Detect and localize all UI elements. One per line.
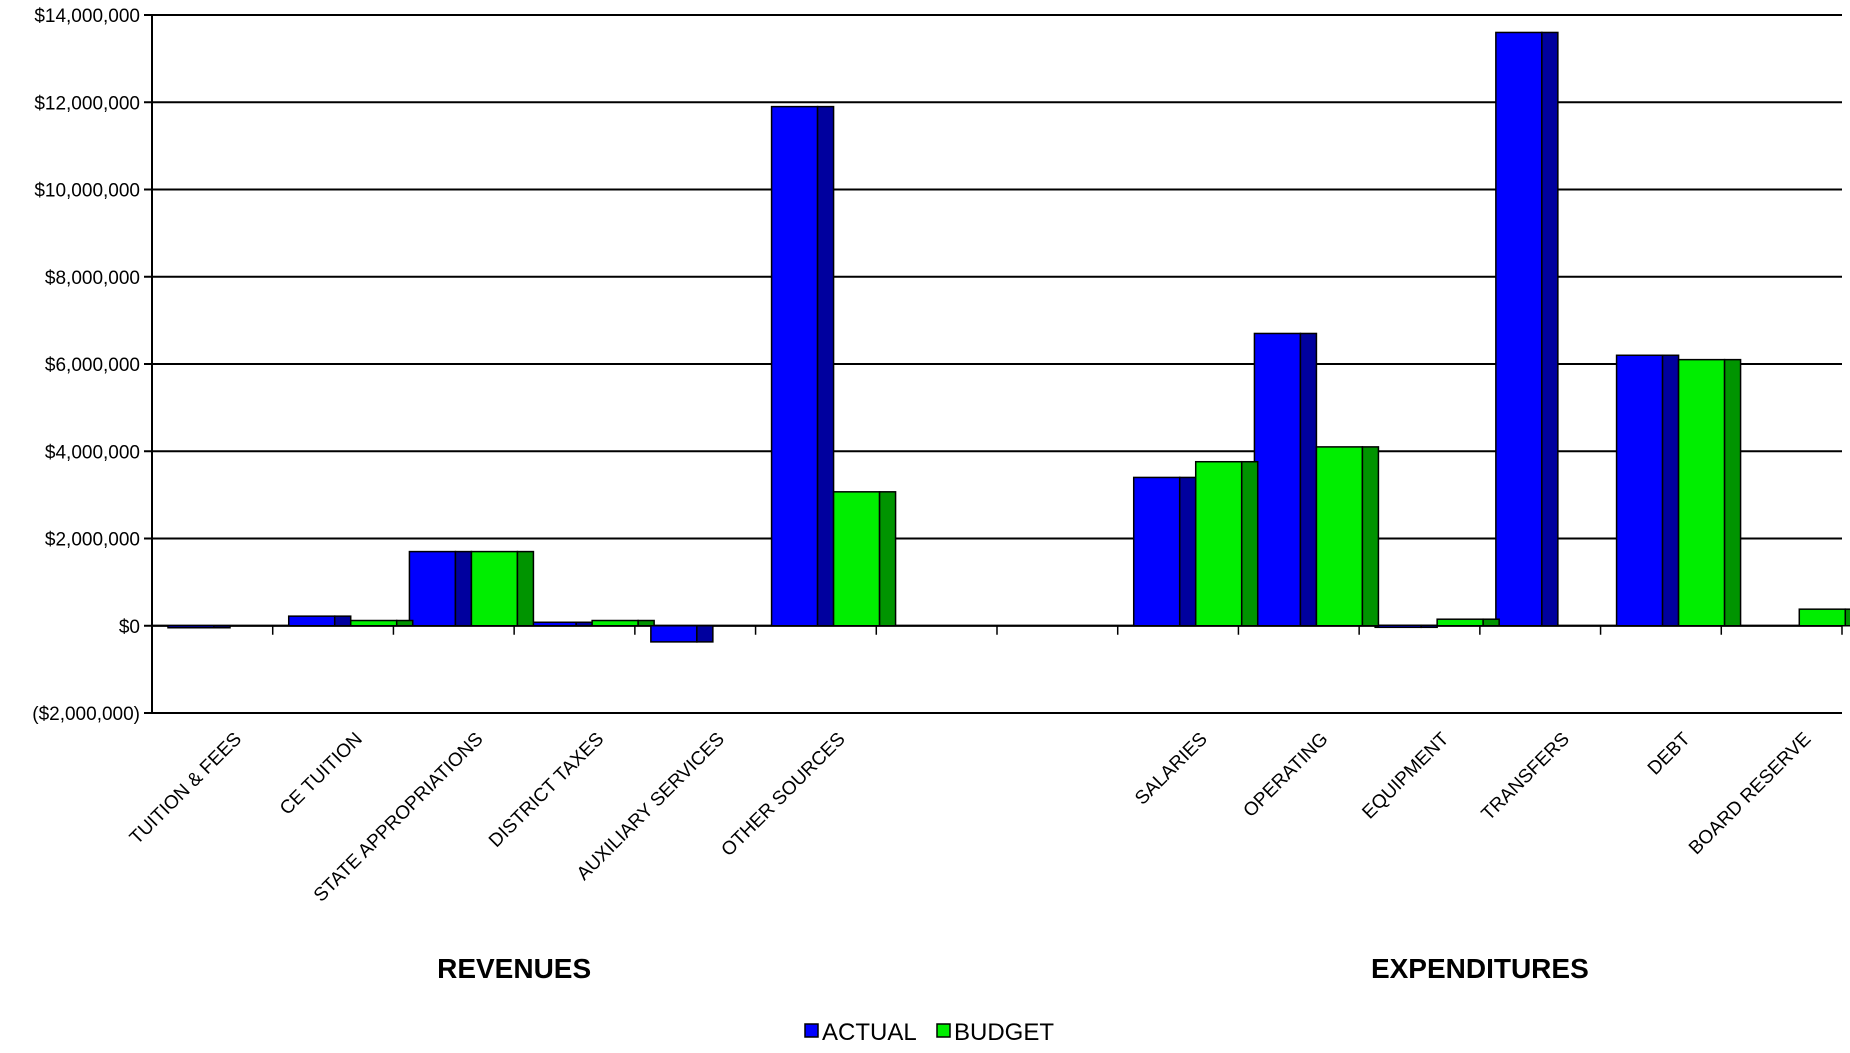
legend-item-actual: ACTUAL (804, 1019, 917, 1046)
category-label: BOARD RESERVE (1685, 729, 1815, 859)
category-label: OPERATING (1240, 729, 1333, 822)
category-label: DISTRICT TAXES (485, 729, 608, 852)
legend-swatch (804, 1023, 819, 1038)
bar-actual (1132, 476, 1197, 627)
legend-item-budget: BUDGET (936, 1019, 1054, 1046)
x-axis-ticks (151, 625, 1843, 635)
bar-budget (1436, 618, 1500, 627)
group-label-expenditures: EXPENDITURES (1371, 953, 1589, 984)
bar-actual (529, 621, 593, 627)
bar-budget (470, 550, 535, 627)
category-label: DEBT (1644, 728, 1695, 779)
y-tick-label: $2,000,000 (45, 530, 140, 551)
legend-label: BUDGET (954, 1019, 1054, 1046)
bar-budget (1194, 460, 1259, 627)
y-tick-label: $6,000,000 (45, 355, 140, 376)
y-tick-label: $10,000,000 (34, 181, 140, 202)
category-label: TRANSFERS (1478, 729, 1574, 825)
category-label: CE TUITION (276, 729, 367, 820)
bar-actual (1615, 354, 1680, 627)
gridlines (152, 14, 1842, 714)
y-tick-label: $0 (119, 617, 140, 638)
bars (167, 31, 1850, 643)
category-label: EQUIPMENT (1358, 728, 1453, 823)
group-label-revenues: REVENUES (437, 953, 591, 984)
bar-actual (770, 105, 835, 627)
bar-budget (832, 491, 897, 627)
category-label: SALARIES (1131, 729, 1212, 810)
y-axis-ticks: $14,000,000 $12,000,000 $10,000,000 $8,000,… (32, 6, 152, 725)
bar-actual (408, 550, 473, 627)
y-tick-label: $8,000,000 (45, 268, 140, 289)
y-tick-label: $14,000,000 (34, 6, 140, 27)
y-tick-label: $12,000,000 (34, 93, 140, 114)
category-label: OTHER SOURCES (718, 729, 850, 861)
legend-label: ACTUAL (822, 1019, 917, 1046)
legend: ACTUAL BUDGET (804, 1019, 1054, 1046)
category-label: TUITION & FEES (126, 729, 246, 849)
bar-budget (1315, 446, 1380, 627)
bar-budget (349, 619, 414, 627)
bar-actual (650, 625, 714, 643)
bar-budget (591, 619, 655, 627)
bar-budget (1798, 608, 1850, 627)
legend-swatch (936, 1023, 951, 1038)
bar-actual (1495, 31, 1559, 627)
group-labels: REVENUES EXPENDITURES (437, 953, 1589, 984)
bar-actual (287, 615, 352, 627)
y-tick-label: $4,000,000 (45, 442, 140, 463)
bar-actual (1253, 332, 1318, 627)
bar-budget (1677, 358, 1742, 627)
bar-actual (167, 625, 231, 629)
y-tick-label: ($2,000,000) (32, 704, 140, 725)
bar-actual (1374, 624, 1438, 629)
